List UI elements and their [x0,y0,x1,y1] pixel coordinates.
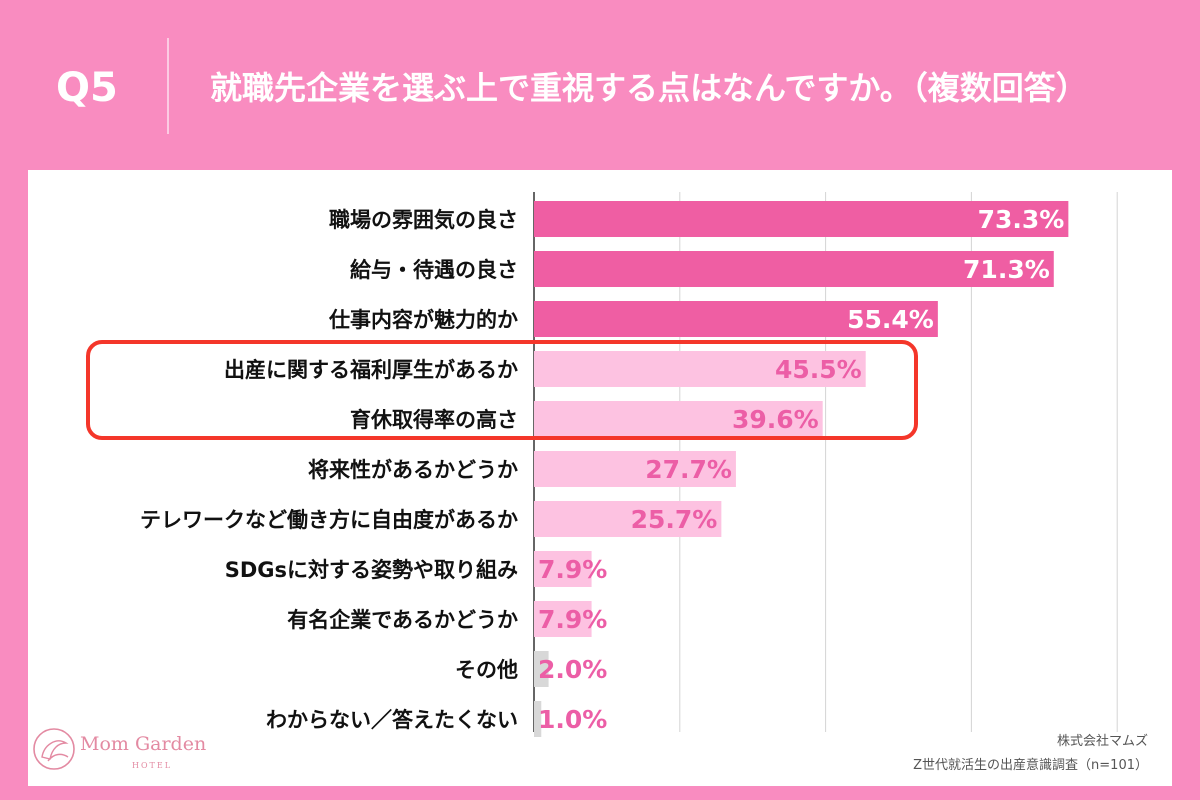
bar [534,251,1054,287]
survey-caption: Z世代就活生の出産意識調査（n=101） [913,758,1148,773]
bar [534,501,722,537]
header-divider [167,38,169,134]
value-label: 71.3% [963,255,1050,284]
chart-header: Q5 就職先企業を選ぶ上で重視する点はなんですか。（複数回答） [0,0,1200,170]
bar-chart: 職場の雰囲気の良さ 73.3% 給与・待遇の良さ 71.3% 仕事内容が魅力的か 55.4… [140,192,1118,737]
bar [534,201,1069,237]
value-label: 7.9% [538,605,607,634]
value-label: 55.4% [847,305,934,334]
value-label: 2.0% [538,655,607,684]
value-label: 45.5% [775,355,862,384]
category-label: 有名企業であるかどうか [287,608,518,632]
chart-panel: 職場の雰囲気の良さ 73.3% 給与・待遇の良さ 71.3% 仕事内容が魅力的か 55.4… [28,170,1172,786]
category-label: 仕事内容が魅力的か [328,308,518,332]
bar [534,451,736,487]
value-label: 73.3% [978,205,1065,234]
logo-sub: HOTEL [132,761,173,770]
company-name: 株式会社マムズ [1056,734,1148,749]
value-label: 25.7% [631,505,718,534]
value-label: 39.6% [732,405,819,434]
category-label: SDGsに対する姿勢や取り組み [225,558,518,582]
bar [534,601,592,637]
category-label: その他 [455,658,518,682]
category-label: 給与・待遇の良さ [350,258,518,282]
category-label: 出産に関する福利厚生があるか [224,358,518,382]
value-label: 1.0% [538,705,607,734]
bar [534,701,542,737]
logo-emblem-icon [33,728,75,770]
bar [534,301,938,337]
category-label: 将来性があるかどうか [308,458,518,482]
bar [534,351,866,387]
highlight-box [86,340,918,440]
mom-garden-logo: Mom Garden HOTEL [28,723,218,783]
category-label: 職場の雰囲気の良さ [329,208,518,232]
question-number: Q5 [56,65,118,111]
value-label: 7.9% [538,555,607,584]
question-title: 就職先企業を選ぶ上で重視する点はなんですか。（複数回答） [210,69,1088,107]
logo-name: Mom Garden [80,733,207,755]
bar [534,651,549,687]
category-label: わからない／答えたくない [266,708,518,732]
bar [534,551,592,587]
bar [534,401,823,437]
category-label: 育休取得率の高さ [350,408,518,432]
category-label: テレワークなど働き方に自由度があるか [140,508,518,532]
value-label: 27.7% [645,455,732,484]
